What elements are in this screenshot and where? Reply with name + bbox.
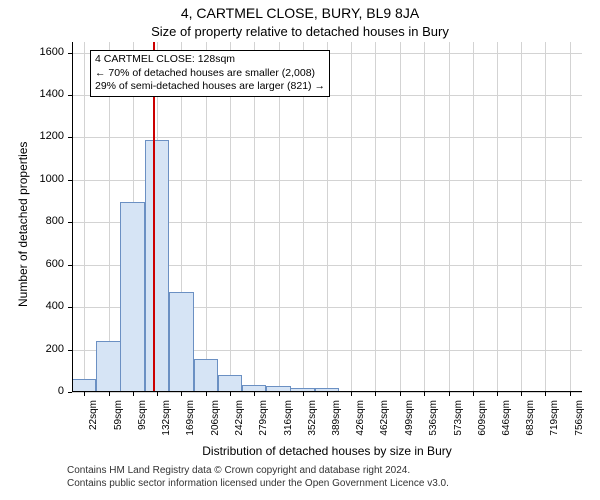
grid-line — [521, 42, 522, 392]
x-tick-mark — [521, 392, 522, 396]
grid-line — [400, 42, 401, 392]
annotation-box: 4 CARTMEL CLOSE: 128sqm ← 70% of detache… — [90, 50, 330, 97]
x-tick-mark — [400, 392, 401, 396]
x-tick-label: 499sqm — [404, 400, 415, 450]
x-tick-mark — [327, 392, 328, 396]
x-tick-mark — [473, 392, 474, 396]
x-tick-label: 22sqm — [88, 400, 99, 450]
y-tick-label: 800 — [24, 215, 64, 227]
credits-line-2: Contains public sector information licen… — [67, 477, 449, 490]
x-tick-label: 573sqm — [453, 400, 464, 450]
x-tick-mark — [230, 392, 231, 396]
y-tick-label: 1000 — [24, 173, 64, 185]
page-title-2: Size of property relative to detached ho… — [0, 24, 600, 39]
y-tick-label: 600 — [24, 258, 64, 270]
y-tick-mark — [68, 265, 72, 266]
x-tick-mark — [351, 392, 352, 396]
grid-line — [449, 42, 450, 392]
x-tick-label: 646sqm — [501, 400, 512, 450]
x-tick-mark — [279, 392, 280, 396]
x-tick-mark — [133, 392, 134, 396]
x-tick-label: 462sqm — [379, 400, 390, 450]
credits-line-1: Contains HM Land Registry data © Crown c… — [67, 464, 449, 477]
x-tick-label: 95sqm — [137, 400, 148, 450]
y-tick-label: 400 — [24, 300, 64, 312]
histogram-bar — [194, 359, 218, 392]
x-tick-mark — [254, 392, 255, 396]
x-tick-label: 279sqm — [258, 400, 269, 450]
x-tick-mark — [545, 392, 546, 396]
x-tick-label: 756sqm — [574, 400, 585, 450]
y-axis-line — [72, 42, 73, 392]
annotation-line-2: ← 70% of detached houses are smaller (2,… — [95, 67, 325, 81]
y-tick-mark — [68, 53, 72, 54]
y-tick-mark — [68, 95, 72, 96]
y-tick-mark — [68, 222, 72, 223]
x-tick-mark — [449, 392, 450, 396]
histogram-bar — [120, 202, 144, 392]
grid-line — [473, 42, 474, 392]
x-tick-label: 242sqm — [234, 400, 245, 450]
y-tick-mark — [68, 137, 72, 138]
y-tick-label: 1400 — [24, 88, 64, 100]
x-tick-label: 536sqm — [428, 400, 439, 450]
grid-line — [351, 42, 352, 392]
y-tick-label: 200 — [24, 343, 64, 355]
histogram-bar — [145, 140, 169, 392]
y-tick-mark — [68, 392, 72, 393]
x-tick-label: 169sqm — [185, 400, 196, 450]
x-tick-mark — [109, 392, 110, 396]
grid-line — [84, 42, 85, 392]
y-tick-label: 0 — [24, 385, 64, 397]
x-tick-label: 316sqm — [283, 400, 294, 450]
x-tick-label: 59sqm — [113, 400, 124, 450]
x-tick-label: 389sqm — [331, 400, 342, 450]
y-tick-label: 1200 — [24, 130, 64, 142]
x-tick-mark — [181, 392, 182, 396]
x-tick-mark — [206, 392, 207, 396]
x-tick-mark — [157, 392, 158, 396]
y-tick-label: 1600 — [24, 46, 64, 58]
x-tick-mark — [303, 392, 304, 396]
x-tick-mark — [424, 392, 425, 396]
x-tick-mark — [84, 392, 85, 396]
histogram-bar — [96, 341, 120, 392]
y-tick-mark — [68, 180, 72, 181]
x-tick-label: 683sqm — [525, 400, 536, 450]
credits-block: Contains HM Land Registry data © Crown c… — [67, 464, 449, 490]
x-tick-mark — [497, 392, 498, 396]
x-tick-label: 719sqm — [549, 400, 560, 450]
annotation-line-1: 4 CARTMEL CLOSE: 128sqm — [95, 53, 325, 67]
x-tick-label: 206sqm — [210, 400, 221, 450]
y-tick-mark — [68, 350, 72, 351]
grid-line — [375, 42, 376, 392]
histogram-bar — [218, 375, 242, 392]
x-tick-label: 609sqm — [477, 400, 488, 450]
x-tick-label: 132sqm — [161, 400, 172, 450]
annotation-line-3: 29% of semi-detached houses are larger (… — [95, 80, 325, 94]
page-title-1: 4, CARTMEL CLOSE, BURY, BL9 8JA — [0, 5, 600, 21]
x-tick-mark — [375, 392, 376, 396]
grid-line — [424, 42, 425, 392]
histogram-bar — [169, 292, 193, 392]
grid-line — [497, 42, 498, 392]
grid-line — [545, 42, 546, 392]
x-tick-label: 426sqm — [355, 400, 366, 450]
grid-line — [570, 42, 571, 392]
y-tick-mark — [68, 307, 72, 308]
x-tick-mark — [570, 392, 571, 396]
x-tick-label: 352sqm — [307, 400, 318, 450]
